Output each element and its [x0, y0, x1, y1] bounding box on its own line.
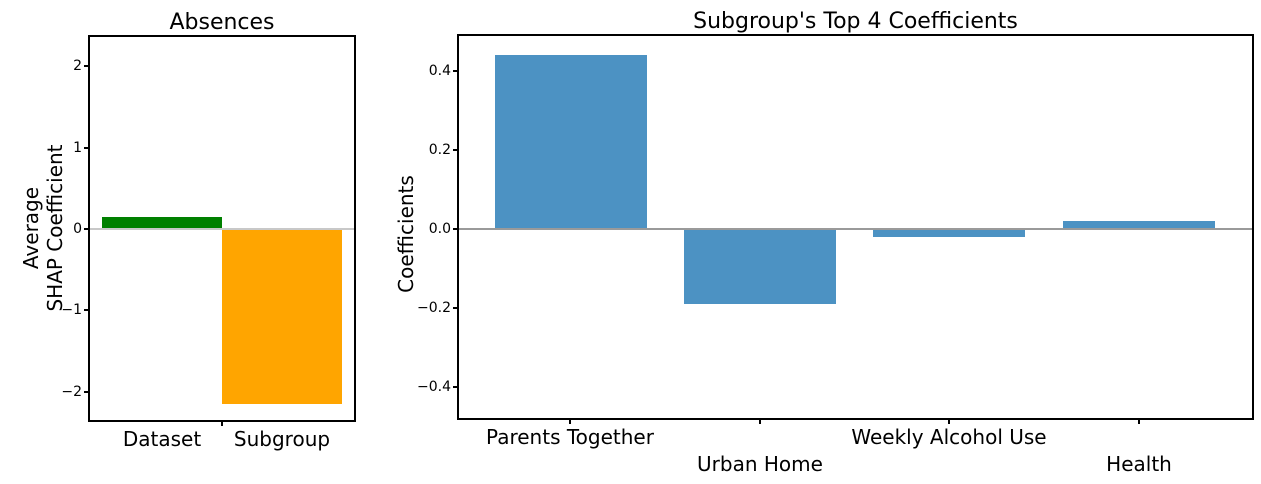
- bar-subgroup: [222, 229, 342, 404]
- y-tick: [453, 228, 457, 230]
- y-tick-label: −2: [61, 384, 82, 400]
- bar-urban-home: [684, 229, 836, 304]
- y-tick: [84, 228, 88, 230]
- y-tick-label: 0.0: [428, 221, 451, 237]
- x-tick: [569, 420, 571, 424]
- y-tick: [453, 386, 457, 388]
- top-coefficients-chart: Subgroup's Top 4 Coefficients Coefficien…: [394, 9, 1254, 475]
- zero-line: [459, 228, 1252, 230]
- x-tick-label-parents-together: Parents Together: [486, 425, 654, 449]
- x-tick: [759, 420, 761, 424]
- x-tick-label-subgroup: Subgroup: [233, 427, 331, 451]
- bar-dataset: [102, 217, 222, 229]
- y-tick-label: −1: [61, 302, 82, 318]
- x-tick: [221, 422, 223, 426]
- chart-title: Absences: [169, 10, 275, 35]
- y-tick: [453, 149, 457, 151]
- y-tick: [453, 70, 457, 72]
- y-tick-label: 0.2: [428, 142, 451, 158]
- y-tick-label: −0.4: [417, 379, 451, 395]
- plot-area: [90, 37, 354, 420]
- x-tick: [948, 420, 950, 424]
- y-tick-label: 0.4: [428, 63, 451, 79]
- absences-chart: Absences Average SHAP Coefficient 2 1 0 −1 −…: [19, 10, 356, 450]
- x-tick-label-urban-home: Urban Home: [697, 452, 823, 476]
- x-tick: [1138, 420, 1140, 424]
- y-axis-label: Coefficients: [394, 175, 418, 293]
- x-tick-label-health: Health: [1106, 452, 1172, 476]
- y-tick: [84, 309, 88, 311]
- bar-parents-together: [495, 55, 647, 229]
- y-tick: [84, 147, 88, 149]
- y-axis-label: Average SHAP Coefficient: [19, 144, 67, 312]
- y-tick-label: 1: [73, 140, 82, 156]
- zero-line: [90, 228, 354, 230]
- x-tick-label-dataset: Dataset: [122, 427, 202, 451]
- y-tick: [84, 391, 88, 393]
- bar-weekly-alcohol-use: [873, 229, 1025, 237]
- chart-title: Subgroup's Top 4 Coefficients: [693, 9, 1018, 34]
- y-tick: [453, 307, 457, 309]
- x-tick-label-weekly-alcohol-use: Weekly Alcohol Use: [851, 425, 1047, 449]
- bar-health: [1063, 221, 1215, 229]
- plot-area: [459, 36, 1252, 418]
- y-tick-label: 0: [73, 221, 82, 237]
- y-tick-label: −0.2: [417, 300, 451, 316]
- y-tick-label: 2: [73, 58, 82, 74]
- y-tick: [84, 65, 88, 67]
